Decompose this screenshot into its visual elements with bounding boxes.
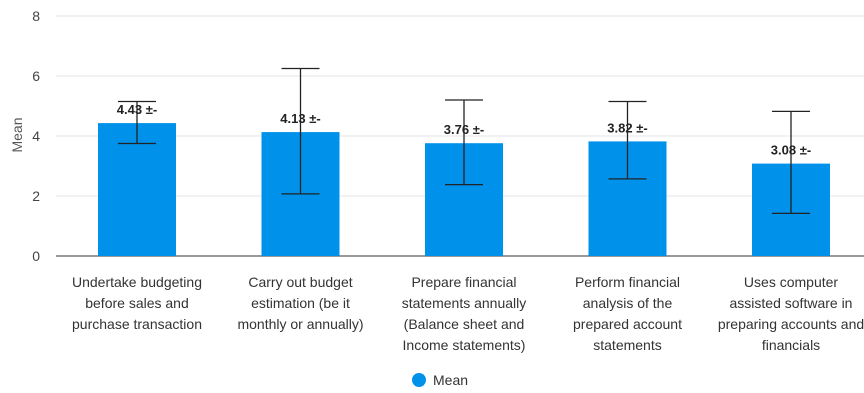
- error-bar: [772, 110, 810, 215]
- x-category-label: Undertake budgeting before sales and purch…: [72, 274, 202, 332]
- legend-label: Mean: [433, 372, 468, 388]
- y-tick-label: 2: [32, 188, 40, 204]
- bars: [98, 123, 830, 256]
- x-category-label: Perform financial analysis of the prepared…: [573, 274, 682, 353]
- error-bars: [118, 67, 810, 215]
- data-labels: 4.43 ±- 4.13 ±- 3.76 ±- 3.82 ±- 3.08 ±-: [117, 102, 811, 158]
- error-bar: [445, 99, 483, 186]
- y-axis-label: Mean: [9, 117, 25, 152]
- grid-lines: [56, 15, 864, 257]
- x-category-label: Carry out budget estimation (be it monthly…: [237, 274, 363, 332]
- error-bar: [281, 67, 320, 195]
- data-label: 4.43 ±-: [117, 102, 157, 117]
- error-bar: [608, 100, 647, 180]
- y-tick-label: 6: [32, 68, 40, 84]
- y-tick-label: 4: [32, 128, 40, 144]
- data-label: 3.76 ±-: [444, 122, 484, 137]
- x-category-label: Uses computer assisted software in prepari…: [718, 274, 864, 353]
- bar[interactable]: [98, 123, 176, 256]
- legend-marker-icon: [412, 373, 426, 387]
- legend[interactable]: Mean: [412, 372, 468, 388]
- y-tick-label: 0: [32, 248, 40, 264]
- y-tick-label: 8: [32, 8, 40, 24]
- category-labels: Undertake budgeting before sales and purch…: [72, 274, 864, 353]
- data-label: 3.82 ±-: [607, 120, 647, 135]
- data-label: 3.08 ±-: [771, 143, 811, 158]
- y-axis-ticks: 0 2 4 6 8: [32, 8, 40, 264]
- x-category-label: Prepare financial statements annually (Bal…: [402, 274, 527, 353]
- error-bar: [118, 100, 156, 145]
- data-label: 4.13 ±-: [280, 111, 320, 126]
